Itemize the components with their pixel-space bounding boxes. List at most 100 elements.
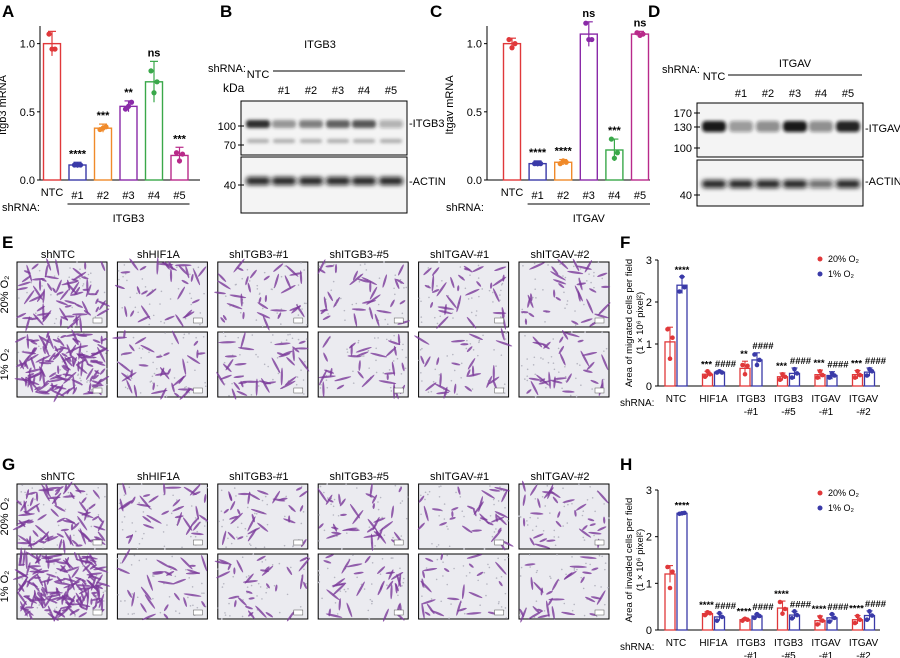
stained-cell	[453, 383, 457, 394]
membrane-pore	[499, 294, 501, 296]
stained-cell	[329, 367, 333, 377]
membrane-pore	[224, 612, 226, 614]
significance-label: ****	[774, 589, 789, 600]
membrane-pore	[57, 335, 60, 338]
membrane-pore	[330, 289, 333, 292]
stained-cell	[189, 564, 196, 567]
membrane-pore	[434, 316, 436, 319]
stained-cell	[29, 497, 34, 507]
membrane-pore	[194, 517, 197, 519]
stained-cell	[339, 513, 347, 516]
membrane-pore	[229, 615, 231, 617]
stained-cell	[166, 571, 175, 576]
membrane-pore	[222, 582, 225, 585]
stained-cell	[564, 571, 577, 579]
stained-cell	[40, 531, 50, 542]
stained-cell	[237, 536, 244, 540]
scale-bar	[494, 609, 504, 616]
membrane-pore	[160, 290, 163, 293]
stained-cell	[163, 352, 170, 356]
membrane-pore	[500, 354, 503, 356]
stained-cell	[432, 289, 440, 293]
data-point	[173, 150, 180, 156]
membrane-pore	[175, 499, 178, 501]
stained-cell	[553, 377, 567, 380]
stained-cell	[424, 611, 431, 616]
stained-cell	[286, 356, 295, 366]
membrane-pore	[487, 563, 489, 566]
stained-cell	[323, 352, 328, 362]
micrograph-image	[317, 553, 409, 622]
stained-cell	[72, 375, 76, 392]
stained-cell	[55, 486, 64, 492]
membrane-pore	[482, 334, 484, 337]
membrane-pore	[132, 336, 135, 339]
data-point	[832, 373, 837, 378]
band	[729, 121, 753, 132]
stained-cell	[247, 528, 257, 542]
stained-cell	[266, 583, 270, 589]
stained-cell	[95, 289, 99, 296]
membrane-pore	[251, 334, 254, 336]
panel-letter-c: C	[430, 2, 442, 21]
membrane-pore	[220, 510, 223, 512]
membrane-pore	[264, 559, 267, 561]
membrane-pore	[302, 511, 305, 513]
membrane-pore	[501, 282, 504, 285]
membrane-pore	[529, 566, 531, 568]
data-point	[857, 372, 863, 378]
membrane-pore	[85, 493, 88, 496]
membrane-pore	[105, 368, 108, 370]
stained-cell	[395, 278, 405, 285]
stained-cell	[130, 369, 133, 378]
stained-cell	[274, 342, 291, 346]
data-point	[670, 335, 675, 341]
significance-label: ####	[715, 359, 737, 370]
stained-cell	[263, 275, 270, 281]
column-label: shITGB3-#5	[330, 249, 389, 261]
stained-cell	[226, 303, 243, 310]
membrane-pore	[203, 592, 205, 594]
stained-cell	[351, 308, 367, 311]
membrane-pore	[224, 614, 227, 616]
stained-cell	[594, 313, 609, 319]
stained-cell	[262, 315, 270, 331]
membrane-pore	[89, 281, 92, 283]
stained-cell	[524, 318, 528, 325]
membrane-pore	[604, 562, 607, 564]
membrane-pore	[582, 536, 585, 539]
membrane-pore	[397, 594, 399, 597]
x-tick-label: NTC	[666, 394, 687, 405]
membrane-pore	[259, 586, 262, 588]
stained-cell	[299, 505, 304, 512]
stained-cell	[566, 373, 572, 383]
stained-cell	[323, 560, 332, 564]
stained-cell	[420, 580, 432, 593]
stained-cell	[198, 514, 209, 522]
stained-cell	[150, 389, 168, 394]
membrane-pore	[597, 261, 600, 264]
stained-cell	[339, 498, 346, 507]
stained-cell	[172, 499, 181, 507]
membrane-pore	[488, 566, 491, 569]
stained-cell	[197, 352, 206, 355]
stained-cell	[422, 567, 438, 572]
membrane-pore	[104, 495, 106, 498]
membrane-pore	[504, 506, 506, 509]
membrane-pore	[120, 354, 123, 357]
stained-cell	[502, 274, 505, 282]
stained-cell	[72, 271, 87, 281]
stained-cell	[197, 266, 207, 277]
stained-cell	[223, 508, 229, 514]
data-point	[757, 613, 762, 619]
stained-cell	[30, 356, 36, 370]
stained-cell	[172, 578, 186, 585]
stained-cell	[89, 559, 97, 563]
stained-cell	[333, 297, 340, 308]
x-tick-label: NTC	[666, 638, 687, 649]
membrane-pore	[591, 497, 594, 499]
stained-cell	[16, 499, 23, 506]
stained-cell	[353, 313, 358, 327]
stained-cell	[83, 310, 92, 316]
stained-cell	[186, 569, 200, 575]
